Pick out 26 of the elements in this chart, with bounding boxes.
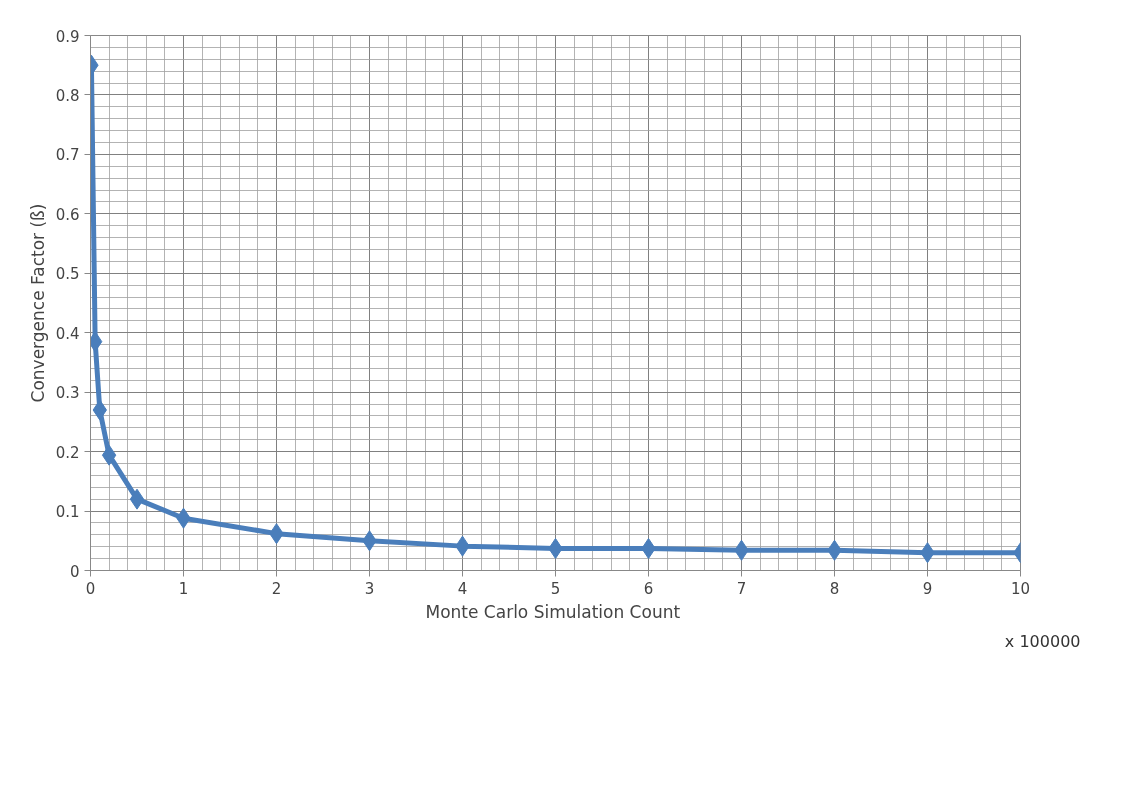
x-tick-label: 3	[364, 579, 375, 598]
y-tick-label: 0.3	[55, 384, 80, 403]
y-tick-label: 0.4	[55, 324, 80, 343]
y-tick-label: 0.7	[55, 146, 80, 165]
y-axis-title: Convergence Factor (ß)	[27, 203, 48, 403]
point	[129, 488, 145, 510]
y-tick-label: 0	[69, 562, 80, 581]
point	[101, 444, 117, 466]
x-tick-label: 10	[1010, 579, 1031, 598]
x-axis-title: Monte Carlo Simulation Count	[425, 601, 681, 622]
x-tick-label: 0	[85, 579, 96, 598]
x-tick-label: 7	[736, 579, 747, 598]
x-tick-label: 4	[457, 579, 468, 598]
x-tick-label: 6	[643, 579, 654, 598]
y-tick-label: 0.2	[55, 443, 80, 462]
x-tick-label: 9	[922, 579, 933, 598]
y-tick-label: 0.1	[55, 503, 80, 522]
x-tick-label: 1	[178, 579, 189, 598]
x-tick-label: 2	[271, 579, 282, 598]
x-tick-label: 8	[829, 579, 840, 598]
text: x 100000	[1004, 631, 1081, 651]
y-tick-label: 0.5	[55, 265, 80, 284]
y-tick-label: 0.8	[55, 86, 80, 105]
x-tick-label: 5	[550, 579, 561, 598]
y-tick-label: 0.6	[55, 205, 80, 224]
y-tick-label: 0.9	[55, 27, 80, 46]
